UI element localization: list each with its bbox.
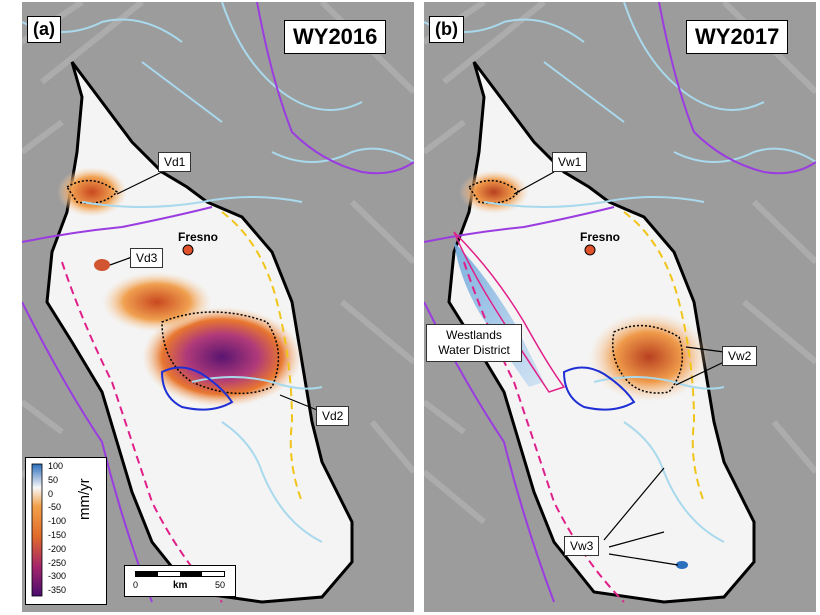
panel-label: (b) xyxy=(429,16,464,43)
colorbar-unit: mm/yr xyxy=(76,478,93,520)
colorbar-tick: 0 xyxy=(48,488,54,499)
subsidence-vw1 xyxy=(459,170,529,214)
county-boundary-2 xyxy=(22,206,213,243)
water-district-outline xyxy=(562,366,636,411)
contour-vd2 xyxy=(161,311,280,395)
callout-vd1: Vd1 xyxy=(158,152,192,172)
colorbar-tick: -150 xyxy=(48,529,67,540)
fresno-marker xyxy=(584,244,596,256)
subsidence-vd3 xyxy=(94,259,110,271)
colorbar-tick: -300 xyxy=(48,571,67,582)
colorbar-tick: 100 xyxy=(48,461,64,471)
colorbar: 100 50 0 -50 -100 -150 -200 -250 -300 -3… xyxy=(25,457,107,605)
panel-a: (a) WY2016 Vd1 Vd3 Vd2 Fresno 100 50 0 xyxy=(22,2,414,612)
colorbar-ramp xyxy=(31,463,43,597)
uplift-vw3 xyxy=(676,561,688,569)
colorbar-tick: -200 xyxy=(48,543,67,554)
westlands-label-text: Westlands Water District xyxy=(438,328,510,357)
water-district-outline xyxy=(160,366,234,411)
colorbar-tick: -350 xyxy=(48,585,67,596)
county-boundary-2 xyxy=(424,206,615,243)
subsidence-vw2 xyxy=(589,312,709,402)
callout-vd2: Vd2 xyxy=(316,406,350,426)
subsidence-vd1 xyxy=(57,167,127,217)
colorbar-tick: -50 xyxy=(48,502,62,513)
colorbar-ticks: 100 50 0 -50 -100 -150 -200 -250 -300 -3… xyxy=(48,460,66,598)
callout-vw1: Vw1 xyxy=(552,152,588,172)
panel-title: WY2016 xyxy=(284,20,387,54)
callout-vd3: Vd3 xyxy=(130,248,164,268)
colorbar-tick: 50 xyxy=(48,474,59,485)
scale-start: 0 xyxy=(133,580,139,590)
westlands-outline xyxy=(453,231,566,393)
scale-end: 50 xyxy=(215,580,226,590)
westlands-label: Westlands Water District xyxy=(426,324,522,362)
contour-vw2 xyxy=(612,324,684,394)
panel-title: WY2017 xyxy=(686,20,789,54)
aquifer-boundary xyxy=(623,211,705,503)
fresno-marker xyxy=(182,244,194,256)
subsidence-band xyxy=(102,272,212,332)
scale-bar: 0 km 50 xyxy=(124,565,236,597)
callout-arrows xyxy=(109,171,323,413)
map-b xyxy=(424,2,816,612)
scale-unit: km xyxy=(173,580,188,591)
city-label-fresno: Fresno xyxy=(178,230,219,244)
callout-vw2: Vw2 xyxy=(722,346,758,366)
county-boundary-1 xyxy=(256,2,414,175)
callout-vw3: Vw3 xyxy=(564,536,600,556)
colorbar-tick: -250 xyxy=(48,557,67,568)
city-label-fresno: Fresno xyxy=(580,230,621,244)
panel-label: (a) xyxy=(27,16,61,43)
aquifer-boundary xyxy=(221,211,303,503)
panel-b: (b) WY2017 Vw1 Vw2 Vw3 Fresno Westlands … xyxy=(424,2,816,612)
callout-arrows xyxy=(513,171,725,566)
colorbar-tick: -100 xyxy=(48,516,67,527)
county-boundary-3 xyxy=(22,301,153,603)
colorbar-graphic xyxy=(31,463,43,597)
subsidence-vd2 xyxy=(142,307,302,407)
scale-bar-graphic xyxy=(135,571,225,577)
county-boundary-1 xyxy=(658,2,816,175)
